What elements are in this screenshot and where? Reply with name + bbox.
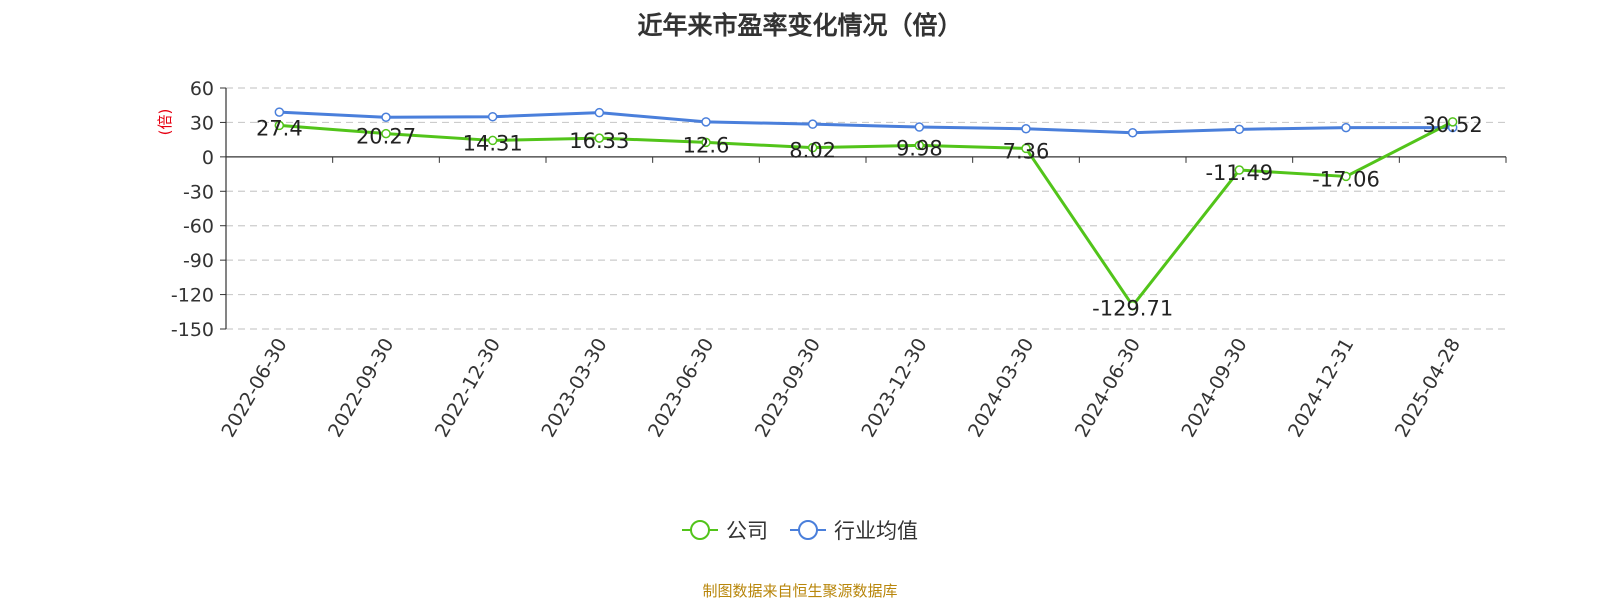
series-0-point xyxy=(1234,165,1245,175)
data-label: -129.71 xyxy=(1092,297,1173,321)
series-lines xyxy=(279,110,1454,308)
x-tick-label: 2024-09-30 xyxy=(1177,335,1251,442)
y-tick-label: 30 xyxy=(190,112,214,134)
series-1-point xyxy=(807,119,818,129)
series-line-0 xyxy=(279,120,1454,308)
legend-industry-icon xyxy=(790,520,826,540)
chart-title: 近年来市盈率变化情况（倍） xyxy=(637,11,963,40)
legend-label-company: 公司 xyxy=(726,519,768,543)
legend-label-industry-average: 行业均值 xyxy=(834,519,918,543)
y-tick-label: -90 xyxy=(183,250,214,272)
x-tick-label: 2023-06-30 xyxy=(644,335,718,442)
series-1-point xyxy=(914,122,925,132)
data-label: 8.02 xyxy=(789,139,836,163)
legend: 公司 行业均值 xyxy=(0,512,1600,548)
y-tick-labels: 60 30 0 -30 -60 -90 -120 -150 xyxy=(171,78,214,341)
x-tick-label: 2024-06-30 xyxy=(1071,335,1145,442)
series-0-point xyxy=(1341,171,1351,182)
series-0-point xyxy=(1447,117,1458,127)
data-label: -11.49 xyxy=(1205,161,1273,185)
series-0-point xyxy=(701,137,711,148)
series-0-point xyxy=(274,120,285,131)
series-1-point xyxy=(381,112,391,123)
data-label: 14.31 xyxy=(463,131,523,155)
series-points xyxy=(274,107,1458,311)
series-0-point xyxy=(914,140,925,151)
y-tick-label: -60 xyxy=(183,216,214,238)
x-tick-label: 2022-09-30 xyxy=(324,335,398,442)
data-label: 30.52 xyxy=(1423,113,1483,137)
series-1-point xyxy=(1341,122,1351,133)
series-1-point xyxy=(1127,128,1138,138)
series-1-point xyxy=(487,111,498,122)
y-tick-label: -120 xyxy=(171,285,214,307)
x-tick-label: 2025-04-28 xyxy=(1391,335,1465,442)
series-0-point xyxy=(594,133,605,143)
x-tick-labels: 2022-06-30 2022-09-30 2022-12-30 2023-03-30… xyxy=(217,334,1465,441)
data-label: 12.6 xyxy=(683,133,730,157)
data-label: 16.33 xyxy=(569,129,629,153)
x-tick-label: 2024-12-31 xyxy=(1284,335,1358,442)
series-0-point xyxy=(487,135,498,146)
grid-lines xyxy=(226,87,1506,330)
series-line-1 xyxy=(279,110,1453,135)
source-note: 制图数据来自恒生聚源数据库 xyxy=(702,582,898,600)
series-1-point xyxy=(274,107,285,117)
data-label: -17.06 xyxy=(1312,167,1380,191)
x-tick-label: 2024-03-30 xyxy=(964,335,1038,442)
x-tick-label: 2022-12-30 xyxy=(431,334,505,441)
series-0-point xyxy=(381,128,391,139)
legend-item-company[interactable]: 公司 xyxy=(682,515,768,545)
x-tick-label: 2022-06-30 xyxy=(217,335,291,442)
y-tick-label: -30 xyxy=(183,181,214,203)
data-labels: 27.4 20.27 14.31 16.33 12.6 8.02 9.98 7.36 -129.… xyxy=(256,113,1483,321)
x-tick-label: 2023-03-30 xyxy=(537,335,611,442)
legend-company-icon xyxy=(682,520,718,540)
series-1-point xyxy=(1021,123,1031,134)
series-1-point xyxy=(1234,124,1245,135)
series-1-point xyxy=(701,117,711,127)
data-label: 27.4 xyxy=(256,116,303,140)
y-axis-label: (倍) xyxy=(156,109,174,136)
y-tick-label: -150 xyxy=(171,319,214,341)
series-0-point xyxy=(1021,143,1031,154)
data-label: 20.27 xyxy=(356,125,416,149)
series-0-point xyxy=(1127,300,1138,311)
axes xyxy=(220,87,1507,330)
data-label: 9.98 xyxy=(896,136,943,160)
y-tick-label: 60 xyxy=(190,78,214,100)
x-tick-label: 2023-12-30 xyxy=(857,334,931,441)
series-1-point xyxy=(594,107,605,118)
legend-item-industry-average[interactable]: 行业均值 xyxy=(790,515,918,545)
data-label: 7.36 xyxy=(1003,139,1050,163)
x-tick-label: 2023-09-30 xyxy=(751,335,825,442)
series-0-point xyxy=(807,142,818,153)
y-tick-label: 0 xyxy=(202,147,214,169)
